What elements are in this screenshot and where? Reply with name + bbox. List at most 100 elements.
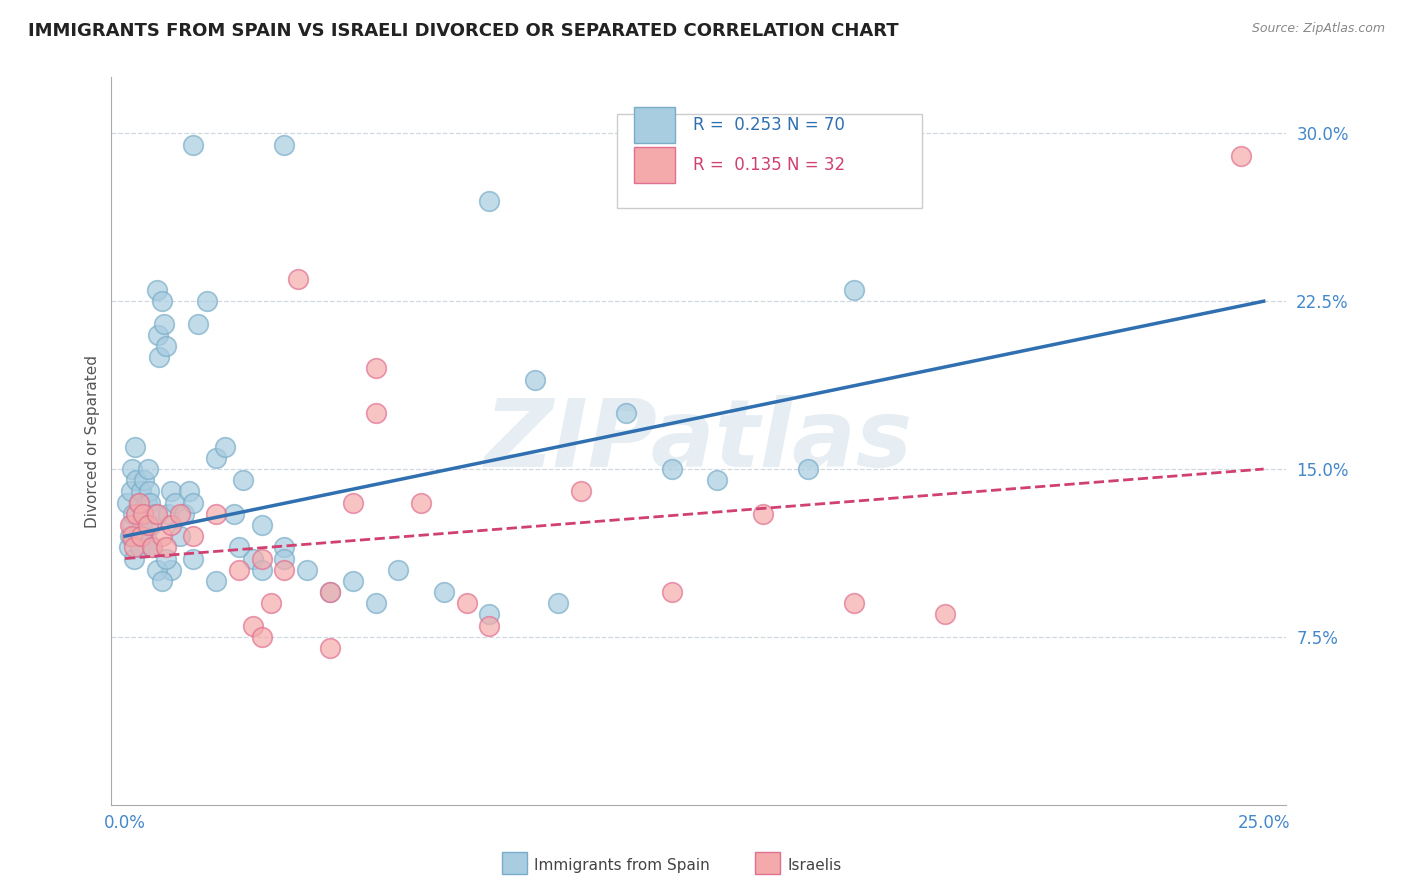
Point <box>273 551 295 566</box>
Point <box>250 551 273 566</box>
Point <box>129 529 152 543</box>
Point <box>155 541 177 555</box>
Point <box>456 596 478 610</box>
Point <box>205 450 228 465</box>
Point <box>124 440 146 454</box>
Point <box>169 529 191 543</box>
Point <box>148 350 170 364</box>
Point <box>250 630 273 644</box>
Point <box>141 541 163 555</box>
Point <box>125 507 148 521</box>
Point <box>121 518 143 533</box>
Point <box>228 563 250 577</box>
Point <box>478 194 501 208</box>
Point <box>183 551 205 566</box>
Text: N = 32: N = 32 <box>787 156 845 174</box>
Point <box>125 473 148 487</box>
Point <box>706 473 728 487</box>
Point <box>169 507 191 521</box>
Point <box>342 495 364 509</box>
Point <box>157 507 180 521</box>
Point <box>224 507 246 521</box>
Text: R =  0.135: R = 0.135 <box>693 156 782 174</box>
Point <box>260 596 283 610</box>
Point <box>183 529 205 543</box>
Point <box>146 327 169 342</box>
Point <box>173 507 195 521</box>
Point <box>128 495 150 509</box>
Point <box>118 541 141 555</box>
Point <box>131 518 153 533</box>
Point <box>842 596 865 610</box>
Point <box>150 529 173 543</box>
Text: R =  0.253: R = 0.253 <box>693 116 782 134</box>
Point <box>129 484 152 499</box>
Point <box>122 551 145 566</box>
Point <box>478 607 501 622</box>
Point <box>364 406 387 420</box>
Text: Immigrants from Spain: Immigrants from Spain <box>534 858 710 872</box>
Point <box>118 518 141 533</box>
Point <box>273 137 295 152</box>
Text: Israelis: Israelis <box>787 858 842 872</box>
Point <box>187 317 209 331</box>
Point <box>433 585 456 599</box>
Point <box>122 507 145 521</box>
Point <box>136 518 159 533</box>
Point <box>146 507 169 521</box>
Text: IMMIGRANTS FROM SPAIN VS ISRAELI DIVORCED OR SEPARATED CORRELATION CHART: IMMIGRANTS FROM SPAIN VS ISRAELI DIVORCE… <box>28 22 898 40</box>
Point <box>319 585 342 599</box>
Point <box>751 507 773 521</box>
Point <box>183 495 205 509</box>
Point <box>661 585 683 599</box>
Point <box>165 495 187 509</box>
FancyBboxPatch shape <box>634 107 675 143</box>
Point <box>128 541 150 555</box>
Text: N = 70: N = 70 <box>787 116 845 134</box>
Point <box>214 440 236 454</box>
Point <box>364 596 387 610</box>
Point <box>136 462 159 476</box>
Point <box>297 563 319 577</box>
Point <box>242 551 264 566</box>
Point <box>121 462 143 476</box>
Point <box>138 484 160 499</box>
Point <box>614 406 637 420</box>
Point <box>139 495 162 509</box>
Point <box>661 462 683 476</box>
Point <box>134 473 156 487</box>
Point <box>159 563 181 577</box>
Point <box>121 529 143 543</box>
Point <box>159 518 181 533</box>
Point <box>146 283 169 297</box>
Point <box>120 484 142 499</box>
Point <box>146 563 169 577</box>
Point <box>127 529 149 543</box>
Point <box>132 507 155 521</box>
Point <box>287 272 309 286</box>
Point <box>117 495 139 509</box>
Point <box>136 495 159 509</box>
Point <box>411 495 433 509</box>
Point <box>150 294 173 309</box>
Point <box>122 541 145 555</box>
FancyBboxPatch shape <box>617 114 922 209</box>
Point <box>547 596 569 610</box>
Point <box>232 473 254 487</box>
Y-axis label: Divorced or Separated: Divorced or Separated <box>86 354 100 527</box>
Point <box>159 484 181 499</box>
Point <box>250 518 273 533</box>
Point <box>141 541 163 555</box>
Point <box>250 563 273 577</box>
Point <box>523 372 546 386</box>
Point <box>228 541 250 555</box>
Text: Source: ZipAtlas.com: Source: ZipAtlas.com <box>1251 22 1385 36</box>
FancyBboxPatch shape <box>634 147 675 183</box>
Point <box>364 361 387 376</box>
Point <box>128 495 150 509</box>
Point <box>842 283 865 297</box>
Point <box>273 563 295 577</box>
Point <box>135 529 157 543</box>
Point <box>152 317 174 331</box>
Point <box>205 507 228 521</box>
